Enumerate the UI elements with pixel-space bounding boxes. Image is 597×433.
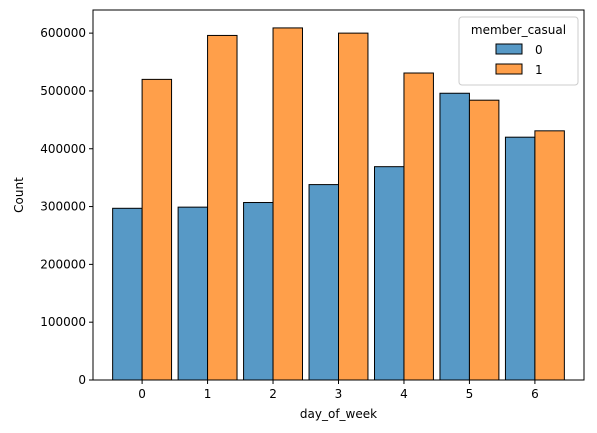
bar-series-0-day-4 <box>374 166 405 381</box>
y-tick-label: 400000 <box>40 142 86 156</box>
legend-swatch-0 <box>495 43 523 55</box>
x-tick-label: 4 <box>400 387 408 401</box>
bar-series-0-day-0 <box>112 207 143 381</box>
legend-title: member_casual <box>471 23 566 37</box>
legend-items: 01 <box>495 43 543 77</box>
x-tick-label: 3 <box>335 387 343 401</box>
y-tick-label: 0 <box>78 373 86 387</box>
plot-frame <box>92 9 585 381</box>
bar-series-0-day-5 <box>439 92 470 381</box>
legend-label-0: 0 <box>535 43 543 57</box>
y-tick-label: 500000 <box>40 84 86 98</box>
y-tick-label: 300000 <box>40 200 86 214</box>
ticks-layer: 0 1 2 3 4 5 6 0 100000 200000 300000 400000 500000 60… <box>40 26 539 401</box>
y-axis-label: Count <box>12 177 26 213</box>
bar-series-1-day-0 <box>141 78 173 381</box>
legend: member_casual 01 <box>458 16 579 86</box>
legend-swatch-1 <box>495 63 523 75</box>
x-tick-label: 6 <box>531 387 539 401</box>
bar-series-1-day-1 <box>207 34 238 381</box>
bar-series-1-day-6 <box>534 130 565 381</box>
y-tick-label: 600000 <box>40 26 86 40</box>
x-tick-label: 1 <box>204 387 212 401</box>
bars-layer <box>112 27 565 381</box>
bar-series-1-day-3 <box>338 32 369 381</box>
bar-series-0-day-1 <box>177 206 209 381</box>
bar-series-1-day-5 <box>468 99 500 381</box>
bar-series-1-day-4 <box>403 72 434 381</box>
x-tick-label: 5 <box>466 387 474 401</box>
x-axis-label: day_of_week <box>300 407 377 421</box>
bar-series-0-day-2 <box>243 202 274 381</box>
legend-label-1: 1 <box>535 63 543 77</box>
x-tick-label: 2 <box>269 387 277 401</box>
bar-series-0-day-6 <box>504 136 536 381</box>
y-tick-label: 200000 <box>40 257 86 271</box>
x-tick-label: 0 <box>138 387 146 401</box>
bar-series-0-day-3 <box>308 184 340 381</box>
y-tick-label: 100000 <box>40 315 86 329</box>
bar-series-1-day-2 <box>272 27 303 381</box>
